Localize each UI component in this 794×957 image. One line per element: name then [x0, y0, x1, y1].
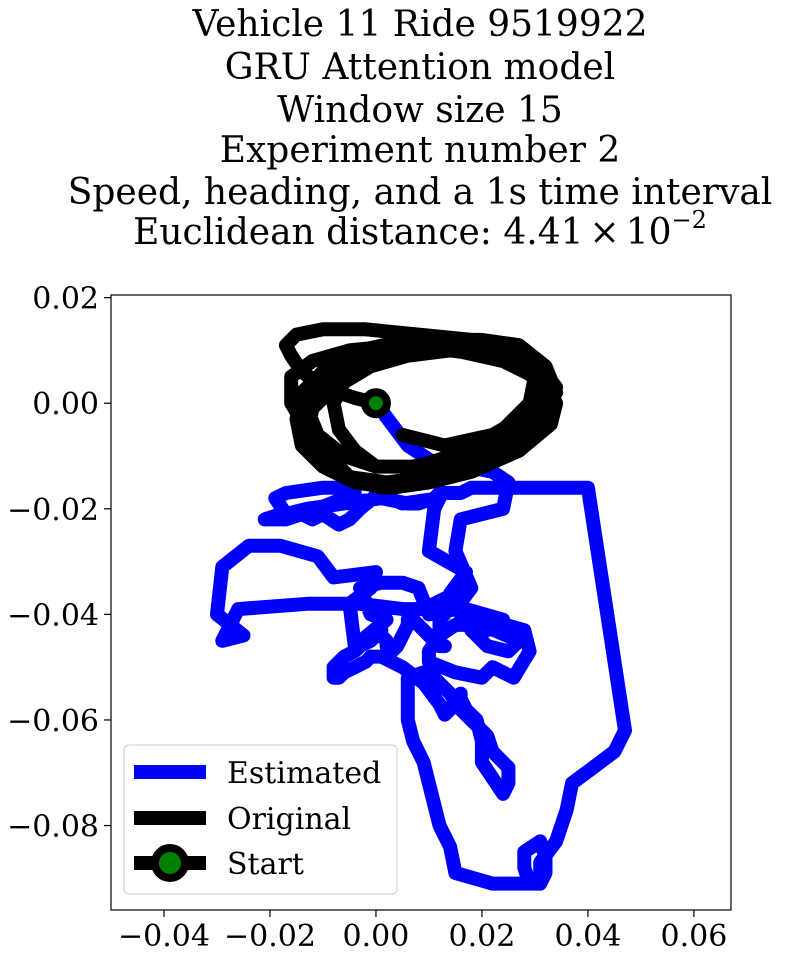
y-tick-label: −0.02: [7, 493, 99, 528]
title-line-2: GRU Attention model: [225, 47, 615, 88]
legend-label-start: Start: [227, 847, 304, 882]
title-distance-exponent: −2: [672, 206, 707, 234]
y-tick-label: −0.04: [7, 598, 99, 633]
x-tick-label: 0.06: [661, 919, 728, 954]
series-estimated-line: [210, 396, 632, 891]
x-tick-label: 0.04: [555, 919, 622, 954]
y-tick-label: 0.00: [32, 387, 99, 422]
start-layer: [360, 388, 391, 419]
title-distance-times: ×: [590, 212, 620, 253]
legend: Estimated Original Start: [123, 744, 398, 895]
y-tick-label: −0.06: [7, 704, 99, 739]
title-line-3: Window size 15: [277, 90, 563, 131]
title-line-5: Speed, heading, and a 1s time interval: [68, 172, 773, 213]
x-axis: −0.04 −0.02 0.00 0.02 0.04 0.06: [118, 910, 727, 954]
chart-title: Vehicle 11 Ride 9519922 GRU Attention mo…: [68, 4, 773, 253]
y-tick-label: 0.02: [32, 282, 99, 317]
x-tick-label: −0.04: [118, 919, 210, 954]
x-tick-label: −0.02: [224, 919, 316, 954]
title-line-1: Vehicle 11 Ride 9519922: [191, 4, 647, 45]
y-tick-label: −0.08: [7, 810, 99, 845]
plot-frame: [110, 294, 732, 911]
x-tick-label: 0.02: [449, 919, 516, 954]
title-distance-prefix: Euclidean distance:: [133, 212, 503, 253]
title-distance-mantissa: 4.41: [503, 212, 583, 253]
y-axis: 0.02 0.00 −0.02 −0.04 −0.06 −0.08: [7, 282, 111, 845]
start-marker: [360, 388, 391, 419]
legend-swatch-start-marker: [151, 844, 189, 882]
series-layer: [210, 322, 632, 891]
title-distance-base: 10: [626, 212, 672, 253]
series-original-line: [278, 322, 564, 495]
legend-label-original: Original: [227, 802, 351, 837]
title-line-6: Euclidean distance: 4.41 × 10−2: [133, 206, 707, 253]
x-tick-label: 0.00: [343, 919, 410, 954]
legend-label-estimated: Estimated: [227, 756, 381, 791]
title-line-4: Experiment number 2: [220, 130, 621, 171]
